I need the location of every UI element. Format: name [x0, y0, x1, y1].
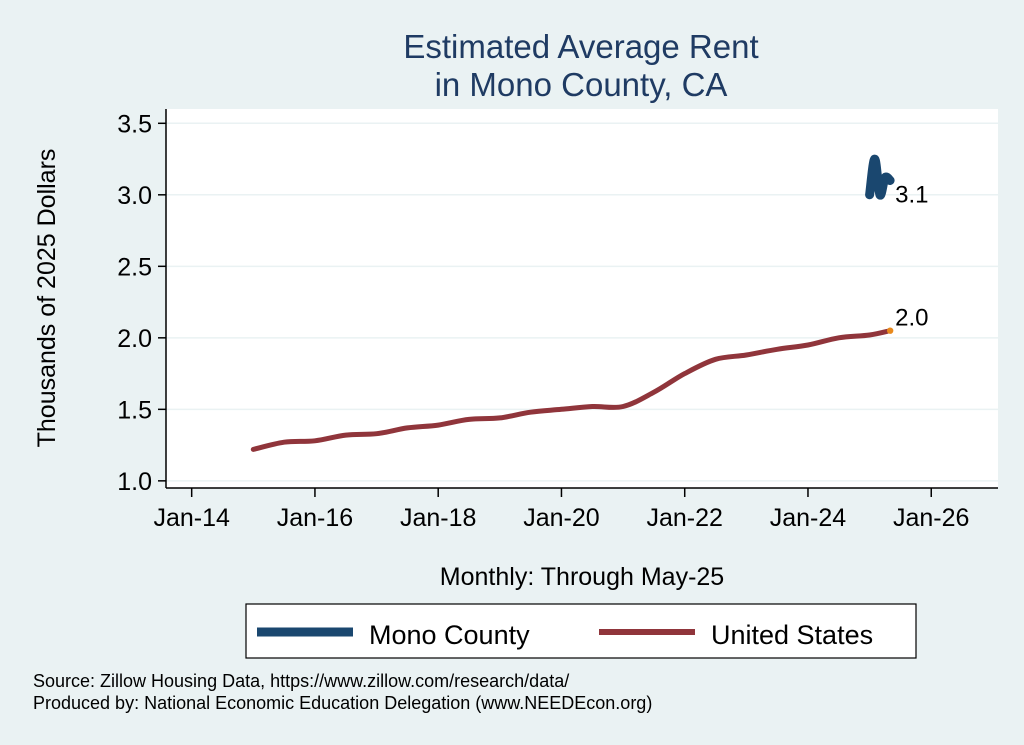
y-tick-label: 1.5	[117, 396, 152, 424]
chart-title-line-2: in Mono County, CA	[435, 66, 728, 103]
series-end-label: 2.0	[895, 305, 928, 332]
y-tick-label: 2.5	[117, 253, 152, 281]
x-tick-label: Jan-26	[893, 504, 969, 532]
series-lines	[250, 154, 895, 452]
source-note: Source: Zillow Housing Data, https://www…	[33, 671, 570, 691]
x-tick-label: Jan-20	[523, 504, 599, 532]
y-tick-label: 2.0	[117, 325, 152, 353]
x-tick-label: Jan-14	[153, 504, 230, 532]
legend-label-united-states: United States	[711, 620, 873, 650]
y-axis-title: Thousands of 2025 Dollars	[33, 149, 61, 448]
producer-note: Produced by: National Economic Education…	[33, 693, 653, 713]
y-tick-label: 3.0	[117, 182, 152, 210]
plot-area	[166, 109, 998, 488]
end-value-labels: 3.1 2.0	[895, 182, 928, 332]
y-axis-ticks: 1.0 1.5 2.0 2.5 3.0 3.5	[117, 110, 166, 496]
series-line-united-states	[250, 328, 893, 452]
legend-label-mono-county: Mono County	[369, 620, 530, 650]
line-chart: Estimated Average Rent in Mono County, C…	[33, 28, 998, 659]
chart-title-line-1: Estimated Average Rent	[403, 28, 758, 65]
x-tick-label: Jan-22	[646, 504, 722, 532]
series-end-marker	[886, 327, 894, 334]
x-tick-label: Jan-18	[400, 504, 476, 532]
x-axis-title: Monthly: Through May-25	[440, 563, 724, 591]
x-axis-ticks: Jan-14 Jan-16 Jan-18 Jan-20 Jan-22 Jan-24 Jan-…	[153, 488, 969, 532]
x-tick-label: Jan-16	[277, 504, 353, 532]
series-end-label: 3.1	[895, 182, 928, 209]
y-tick-label: 3.5	[117, 110, 152, 138]
x-tick-label: Jan-24	[770, 504, 847, 532]
legend-box	[245, 603, 917, 659]
y-tick-label: 1.0	[117, 468, 152, 496]
series-line-mono-county	[865, 154, 895, 200]
